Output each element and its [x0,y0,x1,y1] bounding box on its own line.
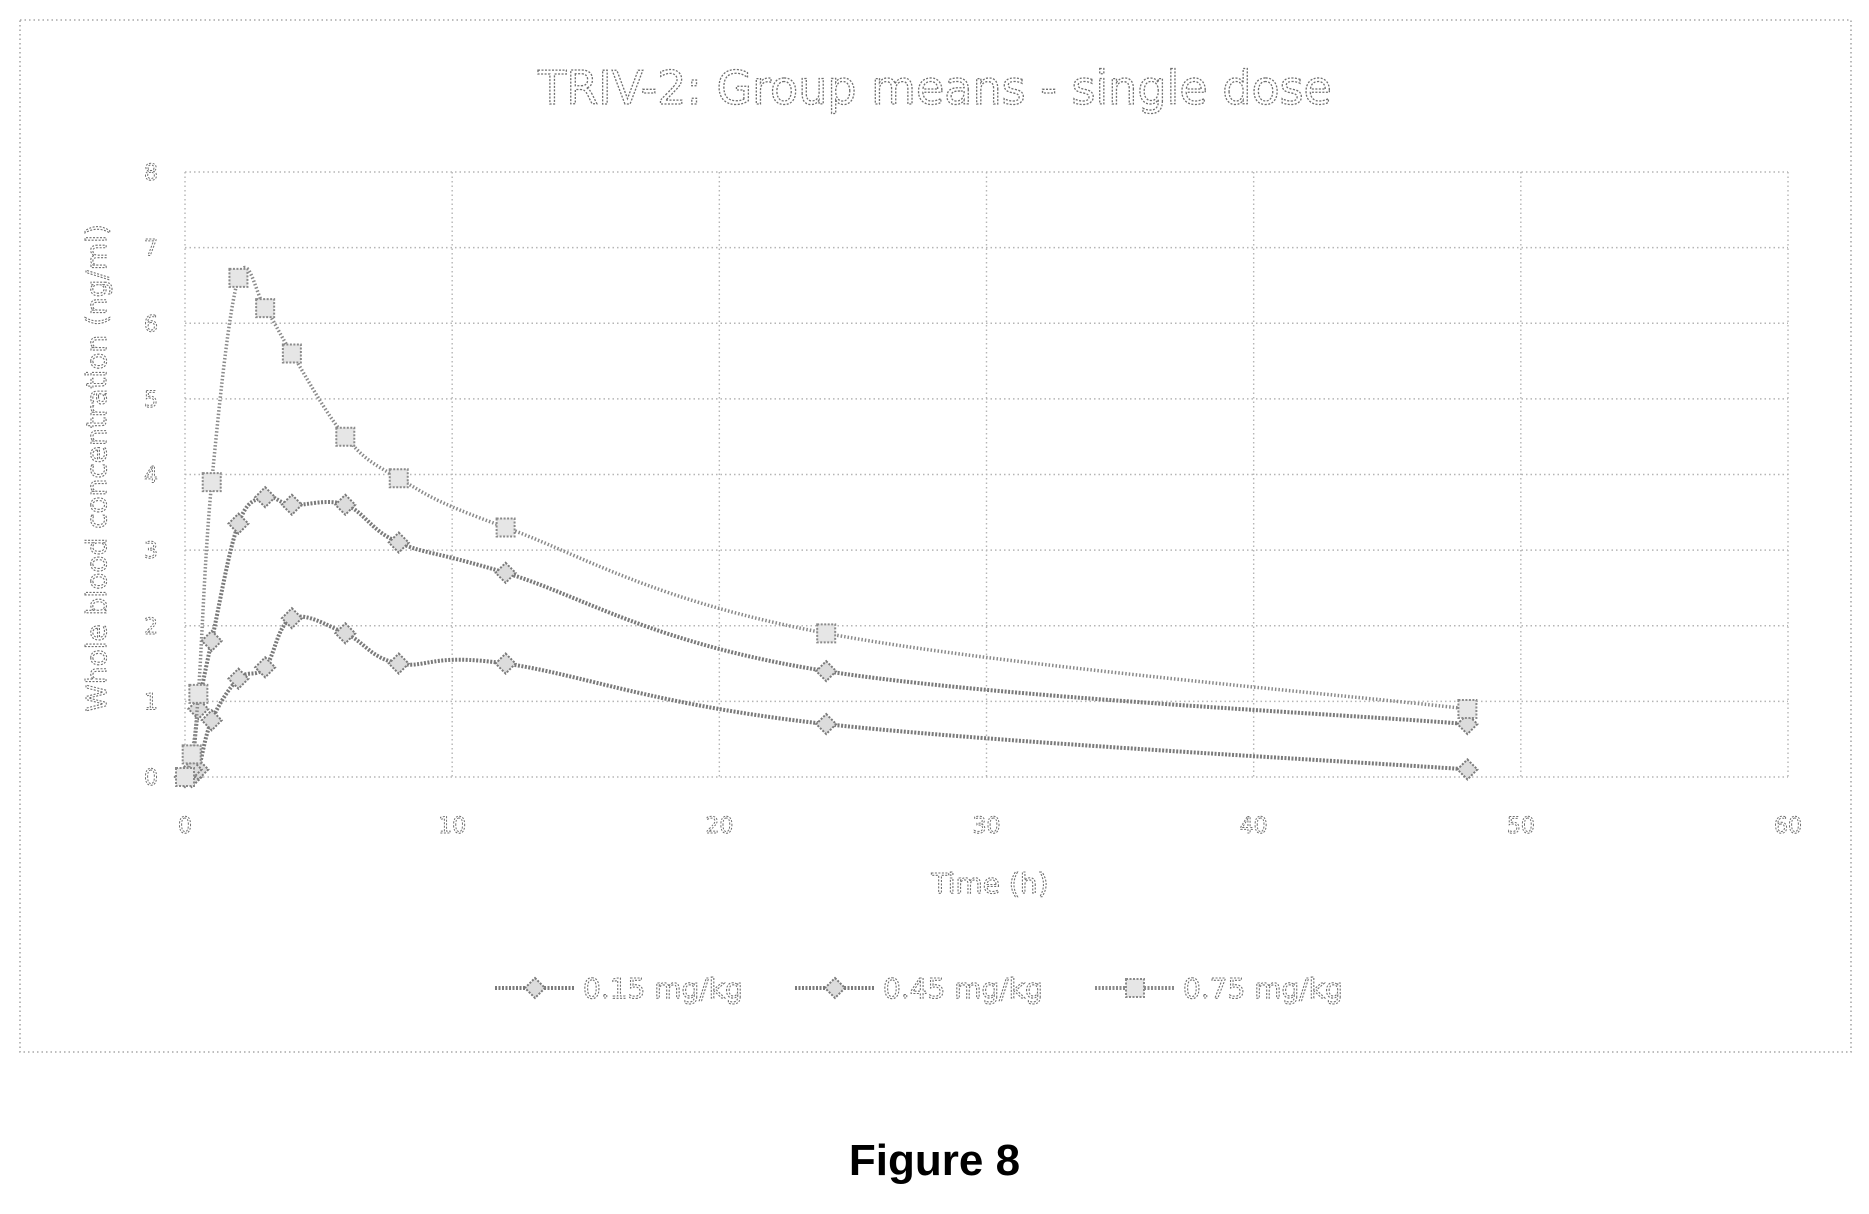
legend-item: 0.45 mg/kg [795,971,1043,1006]
legend-marker [1125,978,1145,998]
data-point [494,652,518,675]
data-point [333,493,357,517]
data-point [253,485,277,509]
legend-label: 0.15 mg/kg [583,972,743,1005]
data-point [175,767,195,787]
legend-label: 0.45 mg/kg [883,972,1043,1005]
data-point [387,531,411,554]
data-point [280,493,304,517]
x-axis-label: Time (h) [930,867,1048,900]
data-point [227,667,250,691]
y-tick-label: 3 [144,539,158,564]
data-point [388,468,409,489]
data-point [228,267,249,288]
legend-label: 0.75 mg/kg [1183,972,1343,1005]
series-line [183,494,1468,780]
data-point [1457,698,1478,719]
series-3 [175,265,1478,787]
gridlines [184,171,1789,778]
data-point [181,744,202,765]
data-point [186,697,210,721]
data-point [280,606,304,630]
data-point [816,623,837,644]
y-tick-label: 4 [144,464,158,489]
y-tick-label: 6 [144,312,158,337]
data-point [227,512,250,536]
legend-marker [523,976,547,1000]
data-point [1455,712,1479,736]
y-tick-label: 1 [144,690,158,715]
data-point [281,343,302,364]
series-line [183,265,1468,778]
data-point [814,659,838,683]
data-point [253,655,277,679]
x-tick-label: 30 [973,814,1001,839]
x-tick-label: 20 [705,814,733,839]
tick-labels: 0 10 20 30 40 50 60 0 1 2 3 4 5 6 7 8 [144,161,1803,840]
data-point [1455,758,1479,781]
x-tick-label: 40 [1240,814,1268,839]
chart-title: TRIV-2: Group means - single dose [537,61,1332,115]
data-point [188,683,209,704]
data-point [333,621,357,645]
data-point [200,629,224,653]
data-point [335,426,356,447]
y-tick-label: 2 [144,615,158,640]
legend-item: 0.75 mg/kg [1095,971,1343,1006]
x-tick-label: 10 [438,814,466,839]
data-point [255,298,276,319]
figure-caption: Figure 8 [848,1136,1021,1185]
data-point [200,708,224,732]
legend: 0.15 mg/kg 0.45 mg/kg 0.75 mg/kg [495,971,1343,1006]
y-tick-label: 8 [144,161,158,186]
data-point [814,712,838,736]
y-tick-label: 5 [144,388,158,413]
y-tick-label: 0 [144,766,158,791]
series-2 [173,485,1479,789]
y-axis-label: Whole blood concentration (ng/ml) [80,224,113,712]
x-tick-label: 0 [178,814,192,839]
data-point [201,472,222,493]
x-tick-label: 50 [1507,814,1535,839]
data-point [494,561,518,585]
series-layer [173,265,1479,789]
y-tick-label: 7 [144,237,158,262]
legend-marker [823,976,847,1000]
data-point [387,652,411,675]
legend-item: 0.15 mg/kg [495,971,743,1006]
data-point [495,517,516,538]
x-tick-label: 60 [1774,814,1802,839]
